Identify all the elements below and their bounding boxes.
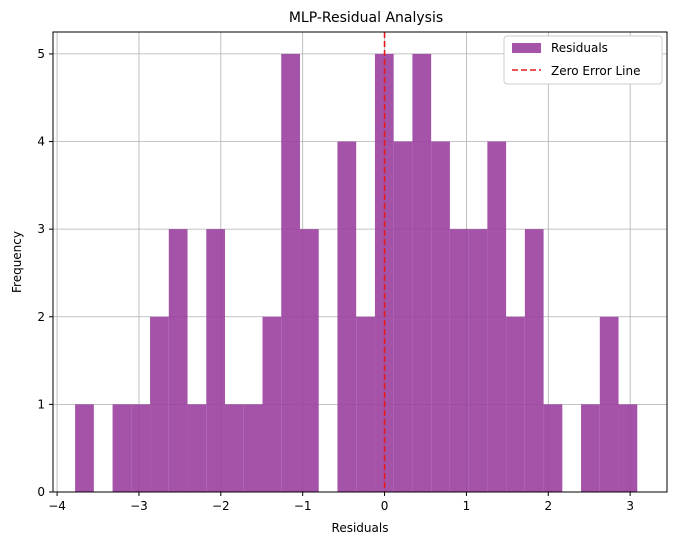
histogram-bar	[374, 53, 394, 493]
histogram-bar	[393, 141, 413, 492]
histogram-bar	[150, 316, 169, 492]
x-tick-label: −3	[130, 499, 148, 513]
y-tick-label: 0	[37, 485, 45, 499]
legend: Residuals Zero Error Line	[503, 35, 663, 85]
histogram-bar	[449, 229, 469, 492]
chart-title: MLP-Residual Analysis	[289, 10, 443, 26]
y-tick-label: 1	[37, 397, 45, 411]
legend-label-zero-error-line: Zero Error Line	[551, 64, 641, 78]
histogram-bar	[356, 316, 375, 492]
x-tick-label: −4	[48, 499, 66, 513]
histogram-bar	[168, 229, 188, 492]
histogram-bar	[243, 404, 263, 492]
histogram-bar	[225, 404, 244, 492]
x-axis-ticks: −4 −3 −2 −1 0 1 2 3	[48, 492, 634, 513]
y-tick-label: 4	[37, 135, 45, 149]
x-tick-label: 3	[626, 499, 634, 513]
x-axis-label: Residuals	[332, 521, 389, 535]
x-tick-label: 2	[544, 499, 552, 513]
histogram-bar	[412, 53, 432, 493]
y-axis-ticks: 0 1 2 3 4 5	[37, 47, 53, 499]
x-tick-label: −2	[212, 499, 230, 513]
histogram-bar	[431, 141, 450, 492]
histogram-bar	[337, 141, 357, 492]
histogram-bar	[487, 141, 507, 492]
histogram-bar	[281, 53, 300, 493]
histogram-bar	[206, 229, 226, 492]
histogram-bar	[543, 404, 563, 492]
histogram-bar	[468, 229, 488, 492]
plot-frame	[52, 31, 668, 493]
histogram-bar	[75, 404, 94, 492]
histogram-bar	[618, 404, 638, 492]
legend-box	[503, 35, 663, 85]
x-tick-label: 1	[463, 499, 471, 513]
histogram-bar	[131, 404, 151, 492]
histogram-bar	[581, 404, 600, 492]
histogram-bar	[299, 229, 319, 492]
histogram-bar	[599, 316, 619, 492]
histogram-bars	[75, 53, 638, 493]
x-tick-label: 0	[381, 499, 389, 513]
x-tick-label: −1	[294, 499, 312, 513]
y-tick-label: 5	[37, 47, 45, 61]
legend-swatch-residuals	[512, 43, 541, 53]
y-tick-label: 2	[37, 310, 45, 324]
histogram-bar	[187, 404, 207, 492]
histogram-bar	[506, 316, 525, 492]
legend-label-residuals: Residuals	[551, 41, 608, 55]
histogram-bar	[262, 316, 282, 492]
y-tick-label: 3	[37, 222, 45, 236]
histogram-bar	[524, 229, 544, 492]
histogram-bar	[112, 404, 132, 492]
y-axis-label: Frequency	[10, 231, 24, 293]
